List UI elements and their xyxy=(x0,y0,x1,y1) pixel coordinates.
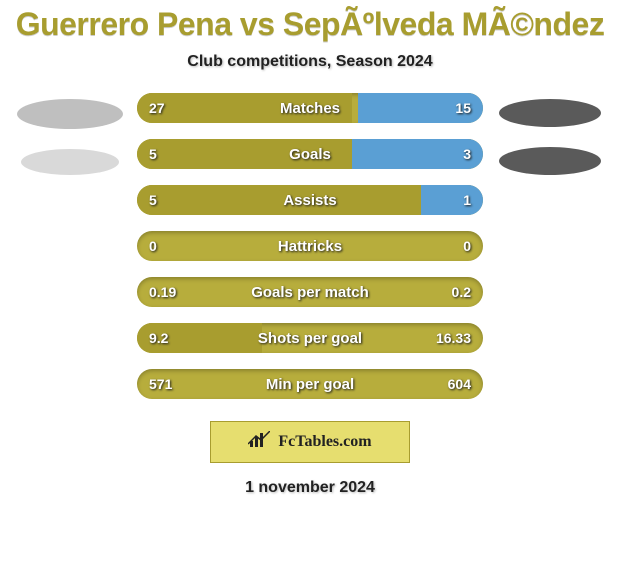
stat-bar-left xyxy=(137,139,352,169)
stat-value-left: 0 xyxy=(149,231,157,261)
avatar-oval xyxy=(17,99,123,129)
footer-brand: FcTables.com xyxy=(278,433,371,451)
stat-row: 571 604Min per goal xyxy=(137,369,483,399)
avatar-oval xyxy=(499,147,601,175)
stat-row: 9.216.33Shots per goal xyxy=(137,323,483,353)
page-title: Guerrero Pena vs SepÃºlveda MÃ©ndez xyxy=(0,6,620,43)
stat-row: 51Assists xyxy=(137,185,483,215)
stat-row: 0.19 0.2Goals per match xyxy=(137,277,483,307)
stat-label: Min per goal xyxy=(137,369,483,399)
stat-bar-right xyxy=(352,139,483,169)
page-subtitle: Club competitions, Season 2024 xyxy=(0,53,620,71)
footer-date: 1 november 2024 xyxy=(0,479,620,497)
stat-value-right: 0.2 xyxy=(452,277,471,307)
stat-value-right: 604 xyxy=(448,369,471,399)
player-right-avatars xyxy=(495,93,605,175)
stat-bar-left xyxy=(137,185,421,215)
footer-badge: FcTables.com xyxy=(210,421,410,463)
stat-bar-right xyxy=(358,93,483,123)
player-left-avatars xyxy=(15,93,125,175)
stat-value-left: 571 xyxy=(149,369,172,399)
stat-value-right: 0 xyxy=(463,231,471,261)
chart-icon xyxy=(248,431,270,454)
comparison-arena: 2715Matches 53Goals 51Assists 0 0Hattricks 0.… xyxy=(0,93,620,399)
stat-label: Goals per match xyxy=(137,277,483,307)
stat-row: 0 0Hattricks xyxy=(137,231,483,261)
stat-value-right: 16.33 xyxy=(436,323,471,353)
stat-row: 53Goals xyxy=(137,139,483,169)
comparison-bars: 2715Matches 53Goals 51Assists 0 0Hattricks 0.… xyxy=(137,93,483,399)
stat-bar-left xyxy=(137,323,262,353)
stat-row: 2715Matches xyxy=(137,93,483,123)
stat-bar-right xyxy=(421,185,483,215)
stat-label: Hattricks xyxy=(137,231,483,261)
stat-value-left: 0.19 xyxy=(149,277,176,307)
avatar-oval xyxy=(499,99,601,127)
avatar-oval xyxy=(21,149,119,175)
stat-bar-left xyxy=(137,93,352,123)
